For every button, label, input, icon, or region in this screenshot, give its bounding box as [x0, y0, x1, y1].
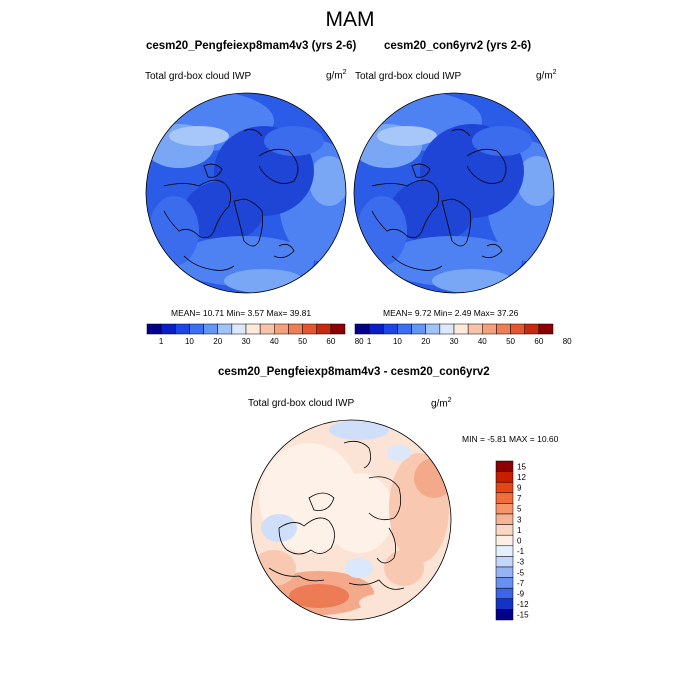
- diff-panel-title: cesm20_Pengfeiexp8mam4v3 - cesm20_con6yr…: [218, 366, 490, 378]
- diff-colorbar-tick-label: 15: [517, 462, 526, 471]
- diff-colorbar-tick-label: -7: [517, 579, 525, 588]
- panel-1-title: cesm20_Pengfeiexp8mam4v3 (yrs 2-6): [146, 40, 357, 52]
- diff-colorbar-swatch: [495, 566, 514, 578]
- diff-colorbar-swatch: [495, 545, 514, 557]
- panel-2-colorbar-swatch: [453, 323, 469, 335]
- panel-1-colorbar-swatch: [245, 323, 261, 335]
- diff-colorbar-swatch: [495, 513, 514, 525]
- diff-colorbar-swatch: [495, 598, 514, 610]
- diff-panel-variable-label: Total grd-box cloud IWP: [248, 398, 355, 409]
- panel-2-colorbar-tick-label: 60: [534, 337, 543, 346]
- panel-1-colorbar-swatch: [175, 323, 190, 335]
- diff-colorbar-swatch: [495, 609, 514, 621]
- panel-2-colorbar-swatch: [368, 323, 384, 335]
- diff-panel-units: g/m2: [431, 397, 452, 410]
- panel-2-colorbar-swatch: [467, 323, 483, 335]
- panel-1-colorbar-swatch: [146, 323, 162, 335]
- panel-2-colorbar-tick-label: 20: [421, 337, 430, 346]
- panel-1-colorbar-swatch: [217, 323, 233, 335]
- diff-colorbar-swatch: [495, 471, 514, 483]
- panel-2-colorbar-swatch: [354, 323, 370, 335]
- panel-2-polar-map: [353, 92, 555, 294]
- panel-2-variable-label: Total grd-box cloud IWP: [355, 71, 462, 82]
- diff-panel-polar-map: [250, 419, 452, 621]
- diff-colorbar-tick-label: -9: [517, 590, 525, 599]
- diff-colorbar-tick-label: -15: [517, 611, 529, 620]
- diff-colorbar-tick-label: -3: [517, 558, 525, 567]
- panel-1-colorbar-swatch: [316, 323, 332, 335]
- diff-colorbar-tick-label: 7: [517, 494, 522, 503]
- panel-1-colorbar-tick-label: 10: [185, 337, 194, 346]
- panel-2-units: g/m2: [536, 69, 557, 82]
- diff-colorbar-tick-label: -12: [517, 600, 529, 609]
- panel-1-colorbar-swatch: [160, 323, 176, 335]
- panel-1-polar-map: [145, 92, 347, 294]
- diff-colorbar-tick-label: 3: [517, 515, 522, 524]
- panel-2-colorbar-swatch: [383, 323, 398, 335]
- panel-2-colorbar-swatch: [425, 323, 441, 335]
- diff-colorbar-swatch: [495, 492, 514, 504]
- panel-1-colorbar-tick-label: 80: [355, 337, 364, 346]
- diff-colorbar-swatch: [495, 524, 514, 536]
- panel-2-colorbar-swatch: [524, 323, 540, 335]
- panel-2-colorbar-swatch: [510, 323, 525, 335]
- panel-2-colorbar-swatch: [411, 323, 426, 335]
- diff-colorbar-swatch: [495, 577, 514, 589]
- panel-2-colorbar-tick-label: 30: [450, 337, 459, 346]
- panel-1-colorbar-swatch: [203, 323, 218, 335]
- panel-1-stats: MEAN= 10.71 Min= 3.57 Max= 39.81: [171, 308, 312, 318]
- diff-colorbar-swatch: [495, 556, 514, 568]
- panel-1-colorbar-swatch: [231, 323, 247, 335]
- panel-2-colorbar-swatch: [397, 323, 412, 335]
- diff-colorbar-swatch: [495, 460, 514, 472]
- panel-1-colorbar-tick-label: 20: [213, 337, 222, 346]
- diff-panel-stats: MIN = -5.81 MAX = 10.60: [462, 434, 559, 444]
- panel-1-units: g/m2: [326, 69, 347, 82]
- diff-colorbar-tick-label: 9: [517, 484, 522, 493]
- panel-1-colorbar-swatch: [302, 323, 317, 335]
- panel-2-colorbar: 1 10 20 30 40 50 60 80: [354, 323, 572, 346]
- panel-1-colorbar-swatch: [259, 323, 275, 335]
- panel-1-colorbar-swatch: [274, 323, 289, 335]
- diff-colorbar-swatch: [495, 481, 514, 494]
- panel-1-colorbar-tick-label: 60: [326, 337, 335, 346]
- panel-1-colorbar-tick-label: 30: [242, 337, 251, 346]
- diff-colorbar-tick-label: -1: [517, 547, 525, 556]
- diff-colorbar-swatch: [495, 503, 514, 515]
- panel-1-variable-label: Total grd-box cloud IWP: [145, 71, 252, 82]
- panel-2-colorbar-tick-label: 10: [393, 337, 402, 346]
- panel-1-colorbar-swatch: [330, 323, 346, 335]
- panel-1-colorbar-swatch: [288, 323, 303, 335]
- panel-2-colorbar-tick-label: 40: [478, 337, 487, 346]
- panel-2-colorbar-tick-label: 1: [367, 337, 372, 346]
- panel-2-colorbar-tick-label: 80: [563, 337, 572, 346]
- panel-2-colorbar-swatch: [439, 323, 455, 335]
- diff-colorbar-tick-label: 12: [517, 473, 526, 482]
- diff-colorbar-tick-label: 5: [517, 505, 522, 514]
- panel-1-colorbar-tick-label: 40: [270, 337, 279, 346]
- figure-title: MAM: [325, 8, 375, 31]
- diff-colorbar-swatch: [495, 534, 514, 547]
- panel-1-colorbar-swatch: [189, 323, 204, 335]
- diff-colorbar-swatch: [495, 587, 514, 600]
- panel-2-title: cesm20_con6yrv2 (yrs 2-6): [384, 40, 532, 52]
- panel-2-colorbar-swatch: [482, 323, 497, 335]
- diff-panel-colorbar: 15 12 97 53 1 0-1 -3-5 -7 -9-12 -15: [495, 460, 529, 621]
- panel-2-stats: MEAN= 9.72 Min= 2.49 Max= 37.26: [383, 308, 519, 318]
- diff-colorbar-tick-label: 0: [517, 537, 522, 546]
- panel-2-colorbar-swatch: [496, 323, 511, 335]
- diff-colorbar-tick-label: -5: [517, 568, 525, 577]
- panel-1-colorbar: 1 10 20 30 40 50 60 80: [146, 323, 364, 346]
- panel-2-colorbar-tick-label: 50: [506, 337, 515, 346]
- diff-colorbar-tick-label: 1: [517, 526, 522, 535]
- panel-1-colorbar-tick-label: 50: [298, 337, 307, 346]
- panel-2-colorbar-swatch: [538, 323, 554, 335]
- panel-1-colorbar-tick-label: 1: [159, 337, 164, 346]
